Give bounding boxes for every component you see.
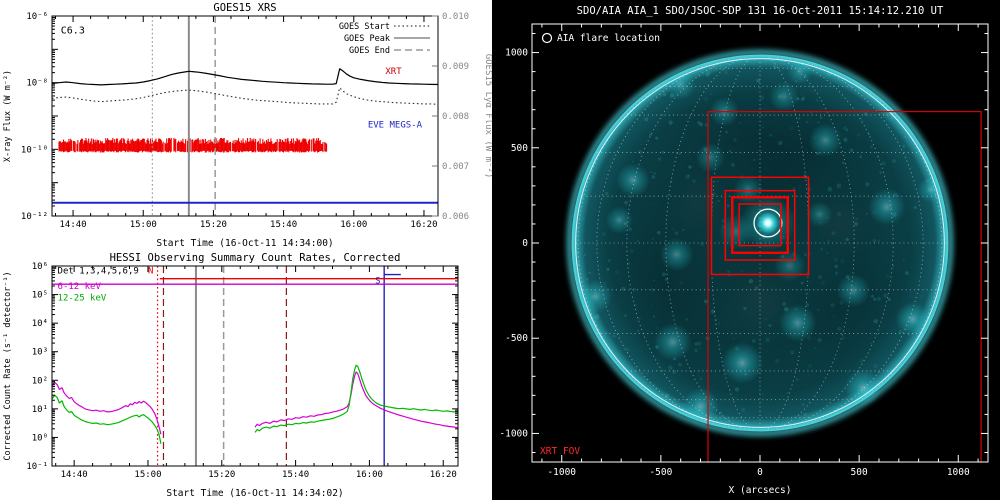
hessi-svg: 14:40 15:00 15:20 15:40 16:00 16:20 10⁻¹ 10⁰ 10¹… — [0, 250, 492, 500]
flare-location-legend-icon — [541, 32, 553, 44]
svg-text:Corrected Count Rate (s⁻¹ dete: Corrected Count Rate (s⁻¹ detector⁻¹) — [3, 271, 13, 460]
svg-text:N: N — [148, 266, 153, 276]
aia-image-panel: -1000 -1000 -500 -500 0 0 500 500 1000 1000 X (arc… — [492, 0, 1000, 500]
svg-text:0: 0 — [757, 467, 763, 478]
svg-text:1000: 1000 — [505, 48, 528, 59]
svg-text:15:00: 15:00 — [130, 220, 157, 230]
svg-text:15:20: 15:20 — [208, 470, 235, 480]
svg-text:15:00: 15:00 — [134, 470, 161, 480]
svg-text:12-25 keV: 12-25 keV — [58, 293, 107, 303]
svg-text:GOES15 XRS: GOES15 XRS — [213, 2, 276, 14]
svg-text:0.009: 0.009 — [442, 62, 469, 72]
svg-text:-1000: -1000 — [547, 467, 576, 478]
svg-text:15:40: 15:40 — [282, 470, 309, 480]
xray-charts-column: 14:40 15:00 15:20 15:40 16:00 16:20 10⁻¹² 10⁻¹⁰… — [0, 0, 493, 500]
svg-text:-500: -500 — [505, 333, 528, 344]
svg-text:10²: 10² — [32, 376, 48, 386]
svg-text:XRT: XRT — [385, 67, 402, 77]
svg-text:GOES Start: GOES Start — [339, 22, 390, 32]
svg-text:-500: -500 — [649, 467, 672, 478]
svg-text:10³: 10³ — [32, 348, 48, 358]
svg-text:10⁻¹: 10⁻¹ — [26, 462, 48, 472]
svg-text:AIA flare location: AIA flare location — [557, 33, 660, 44]
svg-text:500: 500 — [851, 467, 868, 478]
svg-text:GOES End: GOES End — [349, 46, 390, 56]
svg-text:HESSI Observing Summary Count: HESSI Observing Summary Count Rates, Cor… — [110, 252, 401, 264]
svg-text:C6.3: C6.3 — [61, 25, 85, 36]
svg-text:0.006: 0.006 — [442, 212, 469, 222]
svg-text:-1000: -1000 — [499, 428, 528, 439]
svg-text:Start Time (16-Oct-11 14:34:02: Start Time (16-Oct-11 14:34:02) — [166, 488, 343, 499]
svg-text:15:20: 15:20 — [200, 220, 227, 230]
svg-text:16:00: 16:00 — [356, 470, 383, 480]
svg-text:SDO/AIA AIA_1 SDO/JSOC-SDP 131: SDO/AIA AIA_1 SDO/JSOC-SDP 131 16-Oct-20… — [577, 5, 944, 17]
svg-text:10⁰: 10⁰ — [32, 433, 48, 443]
svg-text:X-ray Flux (W m⁻²): X-ray Flux (W m⁻²) — [3, 70, 13, 162]
svg-text:10⁶: 10⁶ — [32, 262, 48, 272]
svg-text:10⁻⁸: 10⁻⁸ — [26, 79, 48, 89]
svg-text:16:20: 16:20 — [410, 220, 437, 230]
svg-text:500: 500 — [511, 143, 528, 154]
svg-text:X (arcsecs): X (arcsecs) — [729, 485, 792, 496]
svg-text:0.008: 0.008 — [442, 112, 469, 122]
svg-text:10⁻¹⁰: 10⁻¹⁰ — [21, 145, 48, 155]
svg-text:GOES Peak: GOES Peak — [344, 34, 390, 44]
svg-text:0: 0 — [522, 238, 528, 249]
svg-text:EVE MEGS-A: EVE MEGS-A — [368, 121, 423, 131]
svg-text:GOES15 Lyα Flux (W m⁻²): GOES15 Lyα Flux (W m⁻²) — [483, 54, 492, 179]
svg-text:6-12 keV: 6-12 keV — [58, 282, 102, 292]
aia-solar-svg: -1000 -1000 -500 -500 0 0 500 500 1000 1000 X (arc… — [492, 0, 1000, 500]
hessi-chart: 14:40 15:00 15:20 15:40 16:00 16:20 10⁻¹ 10⁰ 10¹… — [0, 250, 492, 500]
svg-text:16:20: 16:20 — [430, 470, 457, 480]
svg-text:Det 1,3,4,5,6,9: Det 1,3,4,5,6,9 — [58, 266, 139, 276]
svg-text:15:40: 15:40 — [270, 220, 297, 230]
goes-xrs-chart: 14:40 15:00 15:20 15:40 16:00 16:20 10⁻¹² 10⁻¹⁰… — [0, 0, 493, 250]
svg-text:Start Time (16-Oct-11 14:34:00: Start Time (16-Oct-11 14:34:00) — [156, 238, 333, 249]
svg-text:10¹: 10¹ — [32, 405, 48, 415]
svg-text:14:40: 14:40 — [61, 470, 88, 480]
svg-text:10⁵: 10⁵ — [32, 291, 48, 301]
svg-text:S: S — [375, 277, 380, 287]
svg-text:10⁻⁶: 10⁻⁶ — [26, 12, 48, 22]
svg-text:0.007: 0.007 — [442, 162, 469, 172]
svg-text:XRT FOV: XRT FOV — [540, 446, 580, 457]
svg-text:0.010: 0.010 — [442, 12, 469, 22]
svg-text:10⁴: 10⁴ — [32, 319, 48, 329]
goes_xrs-svg: 14:40 15:00 15:20 15:40 16:00 16:20 10⁻¹² 10⁻¹⁰… — [0, 0, 493, 250]
svg-text:16:00: 16:00 — [340, 220, 367, 230]
svg-text:10⁻¹²: 10⁻¹² — [21, 212, 48, 222]
svg-text:14:40: 14:40 — [60, 220, 87, 230]
svg-text:1000: 1000 — [947, 467, 970, 478]
